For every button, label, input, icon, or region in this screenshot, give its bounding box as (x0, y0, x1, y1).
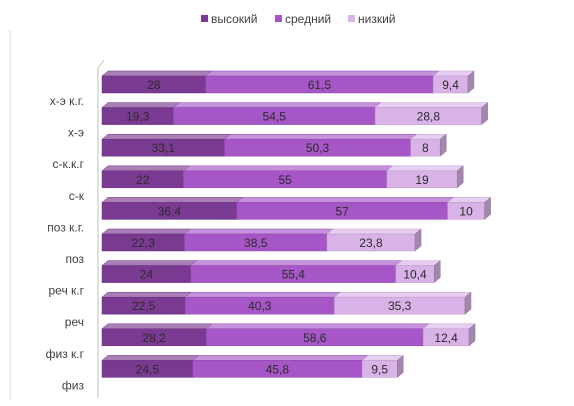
category-label-с-к: с-к (69, 189, 85, 203)
value-label-с-к-высокий: 22 (136, 173, 150, 187)
bar-top-х-э-низкий (374, 102, 489, 108)
value-label-физ-к-г-средний: 58,6 (303, 331, 327, 345)
legend-label-средний: средний (285, 12, 331, 26)
bar-side-х-э-низкий (481, 102, 488, 126)
axis-depth-line (97, 59, 105, 69)
value-label-поз-к-г-средний: 57 (335, 204, 349, 218)
category-label-х-э: х-э (68, 126, 84, 140)
bar-side-с-к-низкий (456, 165, 464, 189)
bar-top-реч-к-г-низкий (395, 260, 441, 266)
bar-top-физ-к-г-высокий (101, 323, 214, 330)
value-label-х-э-высокий: 19,3 (126, 110, 150, 124)
legend-swatch-высокий (201, 15, 208, 22)
value-label-х-э-средний: 54,5 (263, 110, 287, 124)
value-label-реч-низкий: 35,3 (388, 299, 412, 313)
value-label-поз-к-г-высокий: 36,4 (158, 204, 182, 218)
bar-top-физ-к-г-средний (205, 323, 430, 330)
value-label-х-э-к-г-высокий: 28 (147, 78, 161, 92)
bar-top-с-к-к-г-средний (223, 133, 418, 140)
bar-top-поз-к-г-средний (235, 197, 455, 203)
value-label-физ-к-г-низкий: 12,4 (434, 331, 458, 345)
bar-top-х-э-к-г-высокий (101, 70, 213, 77)
bar-top-с-к-низкий (386, 165, 464, 172)
bar-side-поз-низкий (414, 228, 422, 252)
value-label-реч-к-г-низкий: 10,4 (403, 268, 427, 282)
category-label-с-к-к-г: с-к.к.г (52, 157, 84, 171)
bar-top-реч-к-г-высокий (101, 260, 198, 266)
bar-top-поз-высокий (101, 228, 192, 235)
bar-top-реч-к-г-средний (190, 260, 403, 266)
category-label-реч: реч (65, 315, 84, 329)
value-label-физ-низкий: 9,5 (371, 362, 388, 376)
value-label-реч-высокий: 22,5 (132, 299, 156, 313)
value-label-реч-к-г-средний: 55,4 (282, 268, 306, 282)
category-label-поз-к-г: поз к.г. (47, 220, 84, 234)
bar-top-реч-средний (184, 291, 342, 298)
category-labels: х-э к.г. х-э с-к.к.г с-к поз к.г. поз реч к.г р… (46, 94, 85, 392)
value-label-поз-низкий: 23,8 (359, 236, 383, 250)
value-label-с-к-средний: 55 (278, 173, 292, 187)
bar-side-физ-низкий (397, 354, 404, 378)
bar-top-поз-средний (183, 228, 334, 235)
bar-top-реч-высокий (101, 291, 192, 298)
value-label-поз-к-г-низкий: 10 (459, 204, 473, 218)
category-label-физ-к-г: физ к.г (46, 347, 85, 361)
bar-side-поз-к-г-низкий (484, 196, 491, 220)
value-label-физ-средний: 45,8 (266, 362, 290, 376)
bar-top-физ-низкий (361, 355, 404, 361)
value-label-реч-средний: 40,3 (248, 299, 272, 313)
category-axis (9, 30, 105, 400)
bar-side-реч-к-г-низкий (434, 260, 441, 284)
bar-top-поз-низкий (326, 228, 422, 235)
bar-top-реч-низкий (333, 291, 472, 298)
value-label-с-к-к-г-низкий: 8 (422, 141, 429, 155)
bar-top-х-э-средний (172, 102, 382, 108)
legend-label-высокий: высокий (211, 12, 257, 26)
bar-top-с-к-средний (182, 165, 394, 172)
value-label-поз-средний: 38,5 (244, 236, 268, 250)
category-label-физ: физ (62, 378, 85, 392)
bar-top-поз-к-г-высокий (101, 197, 244, 203)
bar-top-х-э-высокий (101, 102, 181, 108)
bar-side-х-э-к-г-низкий (467, 70, 475, 94)
bar-top-поз-к-г-низкий (446, 197, 492, 203)
chart-legend: высокий средний низкий (201, 12, 396, 26)
category-label-х-э-к-г: х-э к.г. (50, 94, 84, 108)
bar-side-физ-к-г-низкий (468, 323, 476, 347)
value-label-х-э-к-г-средний: 61,5 (308, 78, 332, 92)
bar-top-физ-высокий (101, 355, 200, 361)
value-label-х-э-низкий: 28,8 (417, 110, 441, 124)
bar-top-физ-средний (191, 355, 369, 361)
bar-side-реч-низкий (464, 291, 472, 315)
value-label-с-к-низкий: 19 (415, 173, 429, 187)
value-label-реч-к-г-высокий: 24 (140, 268, 154, 282)
bar-top-с-к-высокий (101, 165, 191, 172)
category-label-реч-к-г: реч к.г (49, 284, 85, 298)
value-label-поз-высокий: 22,3 (132, 236, 156, 250)
bar-top-физ-к-г-низкий (422, 323, 476, 330)
bar-top-х-э-к-г-низкий (432, 70, 475, 77)
value-label-с-к-к-г-высокий: 33,1 (152, 141, 176, 155)
bar-series-group: 28 61,5 9,4 19,3 54,5 28,8 33,1 50,3 8 22 55 19 36,4… (101, 70, 492, 378)
bar-top-с-к-к-г-высокий (101, 133, 232, 140)
legend-swatch-низкий (348, 15, 355, 22)
category-label-поз: поз (65, 252, 84, 266)
legend-label-низкий: низкий (358, 12, 396, 26)
bar-side-с-к-к-г-низкий (439, 133, 447, 157)
value-label-физ-высокий: 24,5 (136, 362, 160, 376)
value-label-с-к-к-г-средний: 50,3 (306, 141, 330, 155)
legend-swatch-средний (275, 15, 282, 22)
value-label-физ-к-г-высокий: 28,2 (142, 331, 166, 345)
bar-top-х-э-к-г-средний (204, 70, 440, 77)
value-label-х-э-к-г-низкий: 9,4 (442, 78, 459, 92)
